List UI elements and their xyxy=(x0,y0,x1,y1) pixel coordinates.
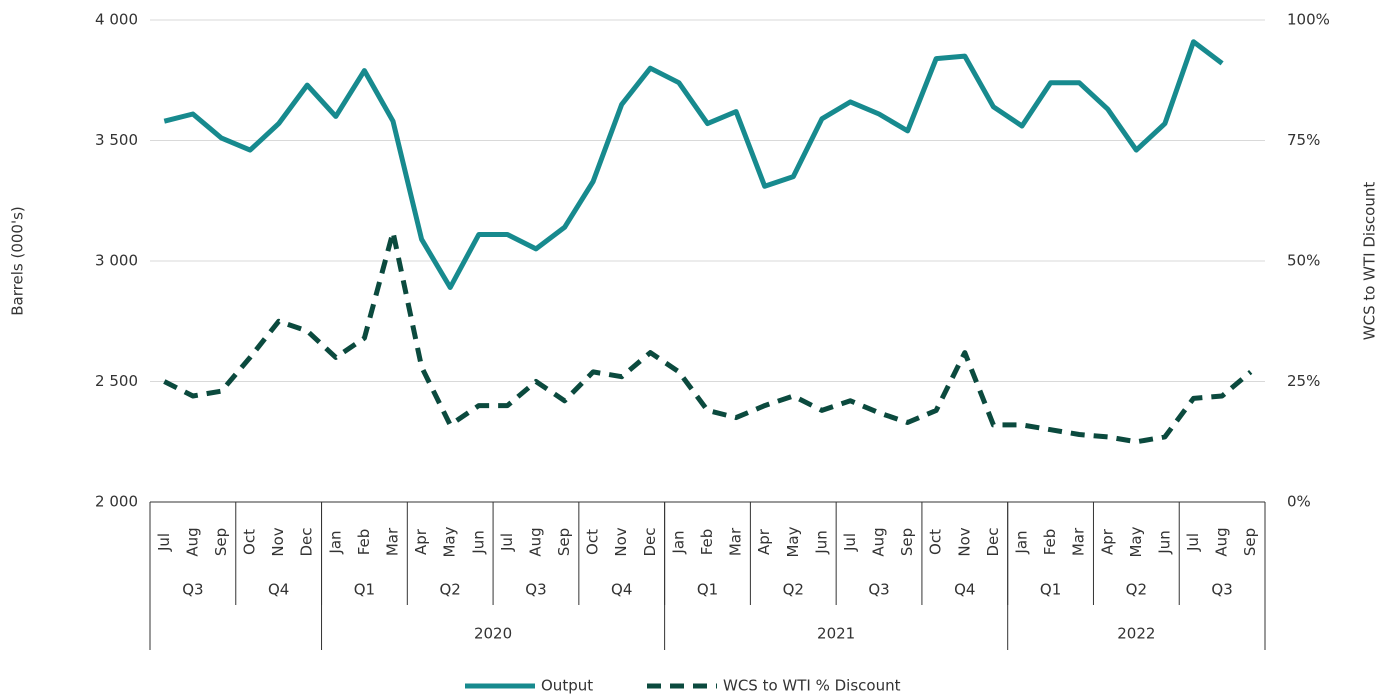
x-tick-label: Aug xyxy=(870,527,888,556)
quarter-label: Q4 xyxy=(268,581,289,599)
x-tick-label: Nov xyxy=(612,527,630,556)
x-tick-label: Jan xyxy=(1012,530,1030,554)
y-tick-label: 2 000 xyxy=(95,493,138,511)
y-tick-label: 4 000 xyxy=(95,11,138,29)
x-tick-label: Apr xyxy=(755,528,773,555)
x-tick-label: May xyxy=(784,526,802,557)
x-tick-label: Nov xyxy=(955,527,973,556)
x-tick-label: Jun xyxy=(469,530,487,554)
quarter-label: Q2 xyxy=(1126,581,1147,599)
quarter-label: Q4 xyxy=(954,581,975,599)
y2-tick-label: 0% xyxy=(1287,493,1311,511)
y2-tick-label: 75% xyxy=(1287,131,1320,149)
series-line xyxy=(163,39,1224,290)
x-tick-label: Jul xyxy=(155,533,173,552)
x-tick-label: Sep xyxy=(555,528,573,556)
x-tick-label: Jun xyxy=(1155,530,1173,554)
y2-axis-title: WCS to WTI Discount xyxy=(1361,182,1379,341)
y2-tick-label: 25% xyxy=(1287,372,1320,390)
quarter-label: Q2 xyxy=(783,581,804,599)
quarter-label: Q3 xyxy=(525,581,546,599)
x-tick-label: Mar xyxy=(384,527,402,556)
x-tick-label: Mar xyxy=(727,527,745,556)
x-tick-label: Dec xyxy=(298,527,316,556)
year-label: 2022 xyxy=(1117,625,1155,643)
x-tick-label: Oct xyxy=(241,529,259,555)
x-tick-label: Jul xyxy=(498,533,516,552)
x-tick-label: Jul xyxy=(841,533,859,552)
quarter-label: Q3 xyxy=(868,581,889,599)
year-label: 2020 xyxy=(474,625,512,643)
x-tick-label: Sep xyxy=(1241,528,1259,556)
x-tick-label: Aug xyxy=(1213,527,1231,556)
quarter-label: Q1 xyxy=(354,581,375,599)
quarter-label: Q3 xyxy=(1211,581,1232,599)
x-tick-label: Sep xyxy=(898,528,916,556)
x-tick-label: May xyxy=(1127,526,1145,557)
x-tick-label: May xyxy=(441,526,459,557)
x-tick-label: Dec xyxy=(984,527,1002,556)
x-tick-label: Jan xyxy=(669,530,687,554)
x-tick-label: Sep xyxy=(212,528,230,556)
x-tick-label: Feb xyxy=(698,529,716,556)
quarter-label: Q4 xyxy=(611,581,632,599)
x-tick-label: Aug xyxy=(183,527,201,556)
quarter-label: Q1 xyxy=(1040,581,1061,599)
x-tick-label: Aug xyxy=(526,527,544,556)
x-tick-label: Feb xyxy=(355,529,373,556)
x-tick-label: Apr xyxy=(1098,528,1116,555)
legend-label: Output xyxy=(541,677,593,695)
x-tick-label: Jan xyxy=(326,530,344,554)
x-tick-label: Jul xyxy=(1184,533,1202,552)
y-tick-label: 3 000 xyxy=(95,252,138,270)
y2-tick-label: 100% xyxy=(1287,11,1330,29)
quarter-label: Q2 xyxy=(440,581,461,599)
x-tick-label: Apr xyxy=(412,528,430,555)
legend-label: WCS to WTI % Discount xyxy=(723,677,901,695)
x-tick-label: Dec xyxy=(641,527,659,556)
x-tick-label: Oct xyxy=(927,529,945,555)
series-line xyxy=(163,229,1253,445)
x-tick-label: Nov xyxy=(269,527,287,556)
x-tick-label: Mar xyxy=(1070,527,1088,556)
x-tick-label: Jun xyxy=(812,530,830,554)
year-label: 2021 xyxy=(817,625,855,643)
y-tick-label: 3 500 xyxy=(95,131,138,149)
y-tick-label: 2 500 xyxy=(95,372,138,390)
x-tick-label: Feb xyxy=(1041,529,1059,556)
quarter-label: Q3 xyxy=(182,581,203,599)
x-tick-label: Oct xyxy=(584,529,602,555)
y2-tick-label: 50% xyxy=(1287,252,1320,270)
y-axis-title: Barrels (000's) xyxy=(9,206,27,315)
quarter-label: Q1 xyxy=(697,581,718,599)
